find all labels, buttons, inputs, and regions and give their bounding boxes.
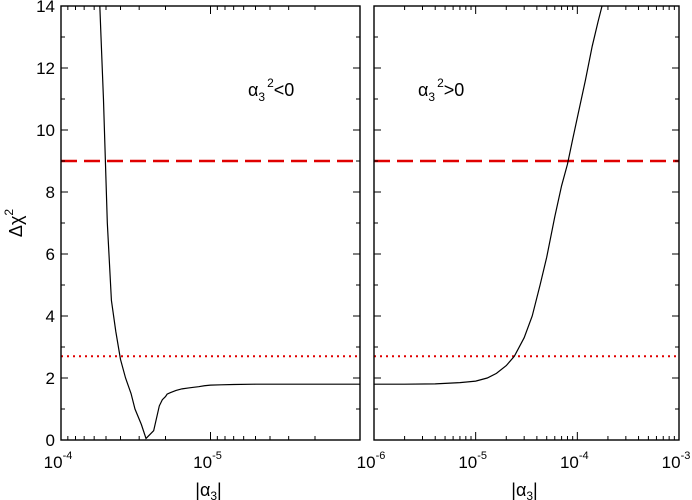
series-line [99,6,360,440]
y-tick-label: 6 [46,245,55,264]
y-tick-label: 8 [46,183,55,202]
plot-frame [60,5,361,441]
annotation-sub: 3 [428,90,435,104]
x-tick-base: 10 [458,453,477,472]
shared-labels: Δχ2 [2,209,26,237]
x-tick-base: 10 [560,453,579,472]
x-tick-label: 10-3 [662,450,691,472]
x-tick-base: 10 [193,453,212,472]
x-tick-label: 10-5 [458,450,487,472]
y-tick-label: 14 [36,0,55,16]
series-line [374,6,603,385]
x-tick-base: 10 [662,453,681,472]
x-axis-label-main: |α [195,480,210,500]
x-tick-exponent: -5 [212,450,222,462]
panel-annotation: α32<0 [248,76,294,104]
x-axis-label-end: | [533,480,538,500]
x-tick-label: 10-4 [560,450,589,472]
x-tick-base: 10 [44,453,63,472]
annotation-relation: <0 [274,80,295,100]
annotation-relation: >0 [444,80,465,100]
y-tick-label: 12 [36,59,55,78]
y-tick-label: 4 [46,307,55,326]
y-tick-label: 2 [46,369,55,388]
x-tick-exponent: -4 [579,450,589,462]
panel-annotation: α32>0 [418,76,464,104]
annotation-sup: 2 [267,76,274,90]
x-axis-label: |α3| [511,480,537,500]
x-tick-exponent: -6 [376,450,386,462]
y-axis-label-main: Δχ [6,215,26,237]
annotation-base: α [248,80,258,100]
x-tick-label: 10-6 [357,450,386,472]
x-tick-label: 10-5 [193,450,222,472]
right-panel: 10-6 10-5 10-4 10-3|α3|α32>0 [357,5,691,500]
x-axis-label-end: | [217,480,222,500]
x-axis-label-sub: 3 [210,489,217,500]
x-tick-base: 10 [357,453,376,472]
x-axis-label-sub: 3 [526,489,533,500]
x-tick-exponent: -4 [63,450,73,462]
x-axis-label: |α3| [195,480,221,500]
y-tick-label: 0 [46,431,55,450]
x-tick-exponent: -5 [477,450,487,462]
annotation-sup: 2 [437,76,444,90]
plot-frame [373,5,680,441]
annotation-sub: 3 [258,90,265,104]
y-tick-label: 10 [36,121,55,140]
x-tick-exponent: -3 [681,450,691,462]
annotation-base: α [418,80,428,100]
x-axis-label-main: |α [511,480,526,500]
y-axis-label: Δχ2 [2,209,26,237]
y-axis-label-sup: 2 [2,209,16,216]
x-tick-label: 10-4 [44,450,73,472]
